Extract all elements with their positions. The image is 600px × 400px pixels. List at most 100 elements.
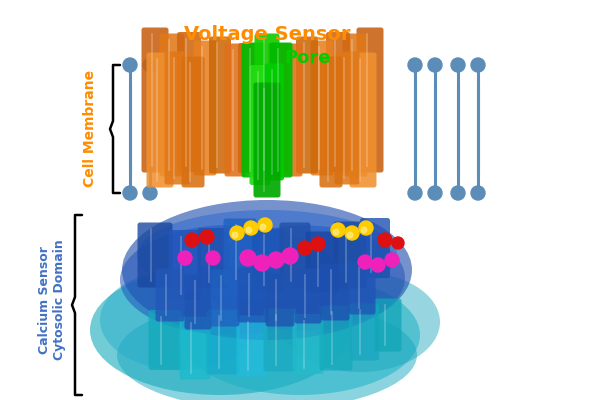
FancyBboxPatch shape xyxy=(264,64,284,180)
Ellipse shape xyxy=(90,265,350,395)
Circle shape xyxy=(361,227,367,233)
FancyBboxPatch shape xyxy=(169,230,202,300)
FancyBboxPatch shape xyxy=(343,34,367,176)
Circle shape xyxy=(358,255,372,269)
FancyBboxPatch shape xyxy=(374,298,401,352)
FancyBboxPatch shape xyxy=(238,268,269,322)
FancyBboxPatch shape xyxy=(268,43,288,173)
FancyBboxPatch shape xyxy=(182,56,205,188)
FancyBboxPatch shape xyxy=(281,44,302,176)
FancyBboxPatch shape xyxy=(211,270,239,326)
FancyBboxPatch shape xyxy=(320,264,349,320)
Circle shape xyxy=(471,58,485,72)
Ellipse shape xyxy=(122,200,412,340)
Circle shape xyxy=(471,186,485,200)
FancyBboxPatch shape xyxy=(265,274,295,326)
FancyBboxPatch shape xyxy=(236,316,268,376)
Text: Calcium Sensor
Cytosolic Domain: Calcium Sensor Cytosolic Domain xyxy=(38,240,66,360)
Ellipse shape xyxy=(137,210,397,300)
Circle shape xyxy=(347,232,353,238)
Circle shape xyxy=(428,186,442,200)
FancyBboxPatch shape xyxy=(280,222,311,288)
Circle shape xyxy=(254,255,270,271)
Circle shape xyxy=(371,258,385,272)
FancyBboxPatch shape xyxy=(197,228,229,288)
FancyBboxPatch shape xyxy=(149,310,182,370)
Circle shape xyxy=(385,253,399,267)
FancyBboxPatch shape xyxy=(360,218,390,278)
FancyBboxPatch shape xyxy=(269,42,293,178)
Circle shape xyxy=(123,186,137,200)
Circle shape xyxy=(268,252,284,268)
FancyBboxPatch shape xyxy=(137,222,173,288)
Circle shape xyxy=(282,248,298,264)
FancyBboxPatch shape xyxy=(349,52,377,188)
Ellipse shape xyxy=(205,226,405,330)
FancyBboxPatch shape xyxy=(155,268,185,322)
FancyBboxPatch shape xyxy=(320,306,353,370)
FancyBboxPatch shape xyxy=(185,274,212,330)
FancyBboxPatch shape xyxy=(193,40,217,176)
FancyBboxPatch shape xyxy=(334,222,367,288)
FancyBboxPatch shape xyxy=(250,65,271,185)
FancyBboxPatch shape xyxy=(293,314,323,374)
FancyBboxPatch shape xyxy=(263,308,296,372)
FancyBboxPatch shape xyxy=(179,316,211,380)
FancyBboxPatch shape xyxy=(142,28,169,172)
Circle shape xyxy=(123,58,137,72)
Ellipse shape xyxy=(180,275,420,395)
FancyBboxPatch shape xyxy=(349,304,379,360)
Circle shape xyxy=(178,251,192,265)
FancyBboxPatch shape xyxy=(209,36,231,174)
Circle shape xyxy=(311,237,325,251)
FancyBboxPatch shape xyxy=(160,34,185,176)
Circle shape xyxy=(200,230,214,244)
Circle shape xyxy=(428,58,442,72)
Ellipse shape xyxy=(120,225,340,335)
Circle shape xyxy=(331,223,345,237)
Circle shape xyxy=(392,237,404,249)
FancyBboxPatch shape xyxy=(238,43,258,173)
Circle shape xyxy=(240,250,256,266)
Circle shape xyxy=(143,186,157,200)
FancyBboxPatch shape xyxy=(356,28,383,172)
Circle shape xyxy=(451,186,465,200)
Circle shape xyxy=(230,226,244,240)
Circle shape xyxy=(298,241,312,255)
FancyBboxPatch shape xyxy=(241,42,265,178)
FancyBboxPatch shape xyxy=(254,34,280,176)
FancyBboxPatch shape xyxy=(326,32,350,172)
Ellipse shape xyxy=(100,270,260,370)
FancyBboxPatch shape xyxy=(206,310,239,374)
FancyBboxPatch shape xyxy=(254,82,281,198)
FancyBboxPatch shape xyxy=(296,36,318,174)
Circle shape xyxy=(244,221,258,235)
Circle shape xyxy=(408,186,422,200)
Text: Pore: Pore xyxy=(285,49,331,67)
Text: Voltage Sensor: Voltage Sensor xyxy=(184,26,350,44)
FancyBboxPatch shape xyxy=(252,228,284,292)
Circle shape xyxy=(246,227,252,233)
Circle shape xyxy=(206,251,220,265)
FancyBboxPatch shape xyxy=(311,40,334,176)
Circle shape xyxy=(260,224,266,230)
Ellipse shape xyxy=(117,300,417,400)
Ellipse shape xyxy=(280,272,440,372)
Circle shape xyxy=(185,233,199,247)
FancyBboxPatch shape xyxy=(164,52,190,184)
Circle shape xyxy=(345,226,359,240)
Circle shape xyxy=(451,58,465,72)
Circle shape xyxy=(232,232,238,238)
Circle shape xyxy=(333,229,339,235)
Circle shape xyxy=(359,221,373,235)
FancyBboxPatch shape xyxy=(224,44,245,176)
Circle shape xyxy=(378,233,392,247)
FancyBboxPatch shape xyxy=(295,268,322,324)
FancyBboxPatch shape xyxy=(146,52,173,188)
FancyBboxPatch shape xyxy=(320,56,343,188)
FancyBboxPatch shape xyxy=(223,218,257,286)
FancyBboxPatch shape xyxy=(335,52,359,184)
Circle shape xyxy=(408,58,422,72)
FancyBboxPatch shape xyxy=(349,262,376,314)
FancyBboxPatch shape xyxy=(305,232,338,292)
